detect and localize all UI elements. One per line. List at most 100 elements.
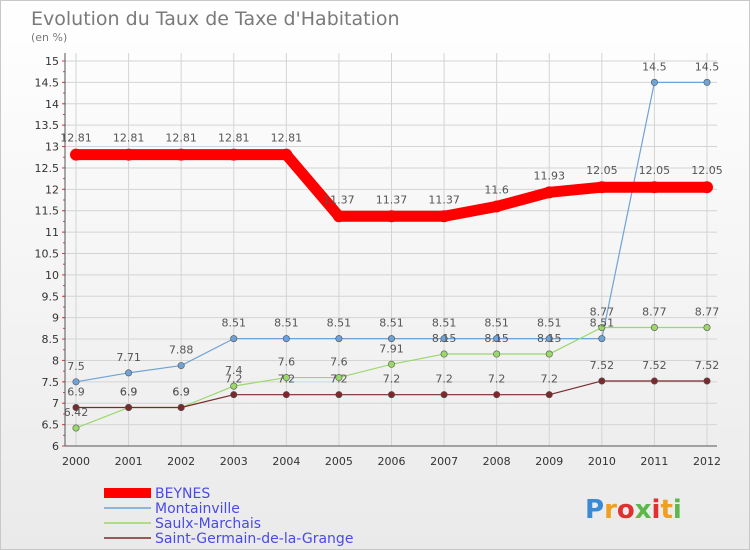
data-point	[335, 335, 343, 343]
data-point	[545, 335, 553, 343]
x-tick-label: 2011	[640, 455, 668, 468]
proxiti-logo: Proxiti	[585, 495, 682, 525]
data-point	[280, 148, 293, 161]
data-point	[703, 324, 711, 332]
x-tick-label: 2008	[483, 455, 511, 468]
data-point	[230, 382, 238, 390]
data-label: 8.51	[274, 317, 299, 330]
data-point	[177, 403, 185, 411]
data-label: 7.52	[590, 359, 615, 372]
data-label: 7.6	[330, 356, 348, 369]
y-tick-label: 6	[52, 440, 59, 453]
x-tick-label: 2006	[378, 455, 406, 468]
data-label: 6.9	[120, 386, 138, 399]
y-tick-label: 10.5	[35, 248, 60, 261]
data-point	[385, 210, 398, 223]
data-point	[122, 148, 135, 161]
data-label: 12.05	[586, 164, 618, 177]
data-point	[72, 403, 80, 411]
data-label: 11.6	[484, 183, 509, 196]
data-point	[703, 78, 711, 86]
data-label: 7.2	[541, 373, 559, 386]
data-point	[440, 335, 448, 343]
data-label: 8.15	[432, 332, 457, 345]
data-label: 8.51	[379, 317, 404, 330]
data-point	[282, 335, 290, 343]
data-label: 7.71	[116, 351, 141, 364]
y-tick-label: 15	[45, 55, 59, 68]
y-tick-label: 14	[45, 98, 59, 111]
data-point	[175, 148, 188, 161]
data-point	[125, 403, 133, 411]
data-label: 7.2	[225, 373, 243, 386]
data-point	[335, 374, 343, 382]
data-point	[595, 181, 608, 194]
data-label: 7.5	[67, 360, 85, 373]
data-point	[282, 391, 290, 399]
x-tick-label: 2003	[220, 455, 248, 468]
data-point	[72, 424, 80, 432]
x-tick-label: 2007	[430, 455, 458, 468]
x-tick-label: 2000	[62, 455, 90, 468]
chart-subtitle: (en %)	[31, 31, 67, 44]
data-label: 8.51	[484, 317, 509, 330]
data-point	[387, 360, 395, 368]
data-label: 8.77	[695, 306, 720, 319]
data-label: 14.5	[642, 60, 667, 73]
y-tick-label: 13.5	[35, 119, 60, 132]
data-label: 11.37	[376, 193, 408, 206]
data-label: 12.81	[113, 132, 145, 145]
data-point	[387, 335, 395, 343]
data-label: 6.9	[67, 386, 85, 399]
data-label: 12.81	[165, 132, 197, 145]
axes: 6 6.5 7 7.5 8 8.5 9 9.5 10 10.5 11 11.5 12 12.5 13 13.5…	[35, 53, 721, 468]
y-tick-label: 8	[52, 354, 59, 367]
data-point	[282, 374, 290, 382]
data-label: 7.2	[278, 373, 296, 386]
data-label: 8.15	[537, 332, 562, 345]
data-point	[493, 350, 501, 358]
data-point	[598, 335, 606, 343]
legend-label: Saulx-Marchais	[155, 516, 261, 532]
x-tick-label: 2004	[272, 455, 300, 468]
data-label: 11.37	[323, 193, 355, 206]
data-point	[650, 78, 658, 86]
x-tick-label: 2005	[325, 455, 353, 468]
data-labels: 12.81 12.81 12.81 12.81 12.81 11.37 11.37 11.37…	[60, 60, 723, 419]
y-tick-label: 12	[45, 183, 59, 196]
data-label: 12.81	[60, 132, 92, 145]
data-label: 11.93	[534, 169, 566, 182]
legend-label: BEYNES	[155, 486, 210, 502]
y-tick-label: 14.5	[35, 76, 60, 89]
data-label: 7.2	[435, 373, 453, 386]
data-label: 7.6	[278, 356, 296, 369]
data-point	[70, 148, 82, 161]
y-tick-label: 8.5	[42, 333, 60, 346]
series-layer	[70, 78, 713, 432]
data-point	[598, 377, 606, 385]
data-point	[701, 181, 713, 194]
data-label: 8.77	[642, 306, 667, 319]
x-tick-label: 2001	[115, 455, 143, 468]
x-tick-label: 2010	[588, 455, 616, 468]
legend: BEYNESMontainvilleSaulx-MarchaisSaint-Ge…	[104, 486, 353, 547]
data-point	[125, 369, 133, 377]
y-tick-label: 7	[52, 397, 59, 410]
y-tick-label: 11	[45, 226, 59, 239]
data-point	[177, 362, 185, 370]
data-label: 8.77	[590, 306, 615, 319]
data-label: 7.52	[642, 359, 667, 372]
data-point	[493, 391, 501, 399]
chart-title: Evolution du Taux de Taxe d'Habitation	[31, 8, 400, 30]
data-point	[438, 210, 451, 223]
data-label: 7.88	[169, 344, 194, 357]
data-point	[332, 210, 345, 223]
data-point	[598, 324, 606, 332]
data-label: 8.51	[590, 317, 615, 330]
data-point	[440, 391, 448, 399]
data-point	[493, 335, 501, 343]
data-label: 8.51	[222, 317, 247, 330]
legend-label: Montainville	[155, 501, 240, 517]
data-label: 11.37	[428, 193, 460, 206]
